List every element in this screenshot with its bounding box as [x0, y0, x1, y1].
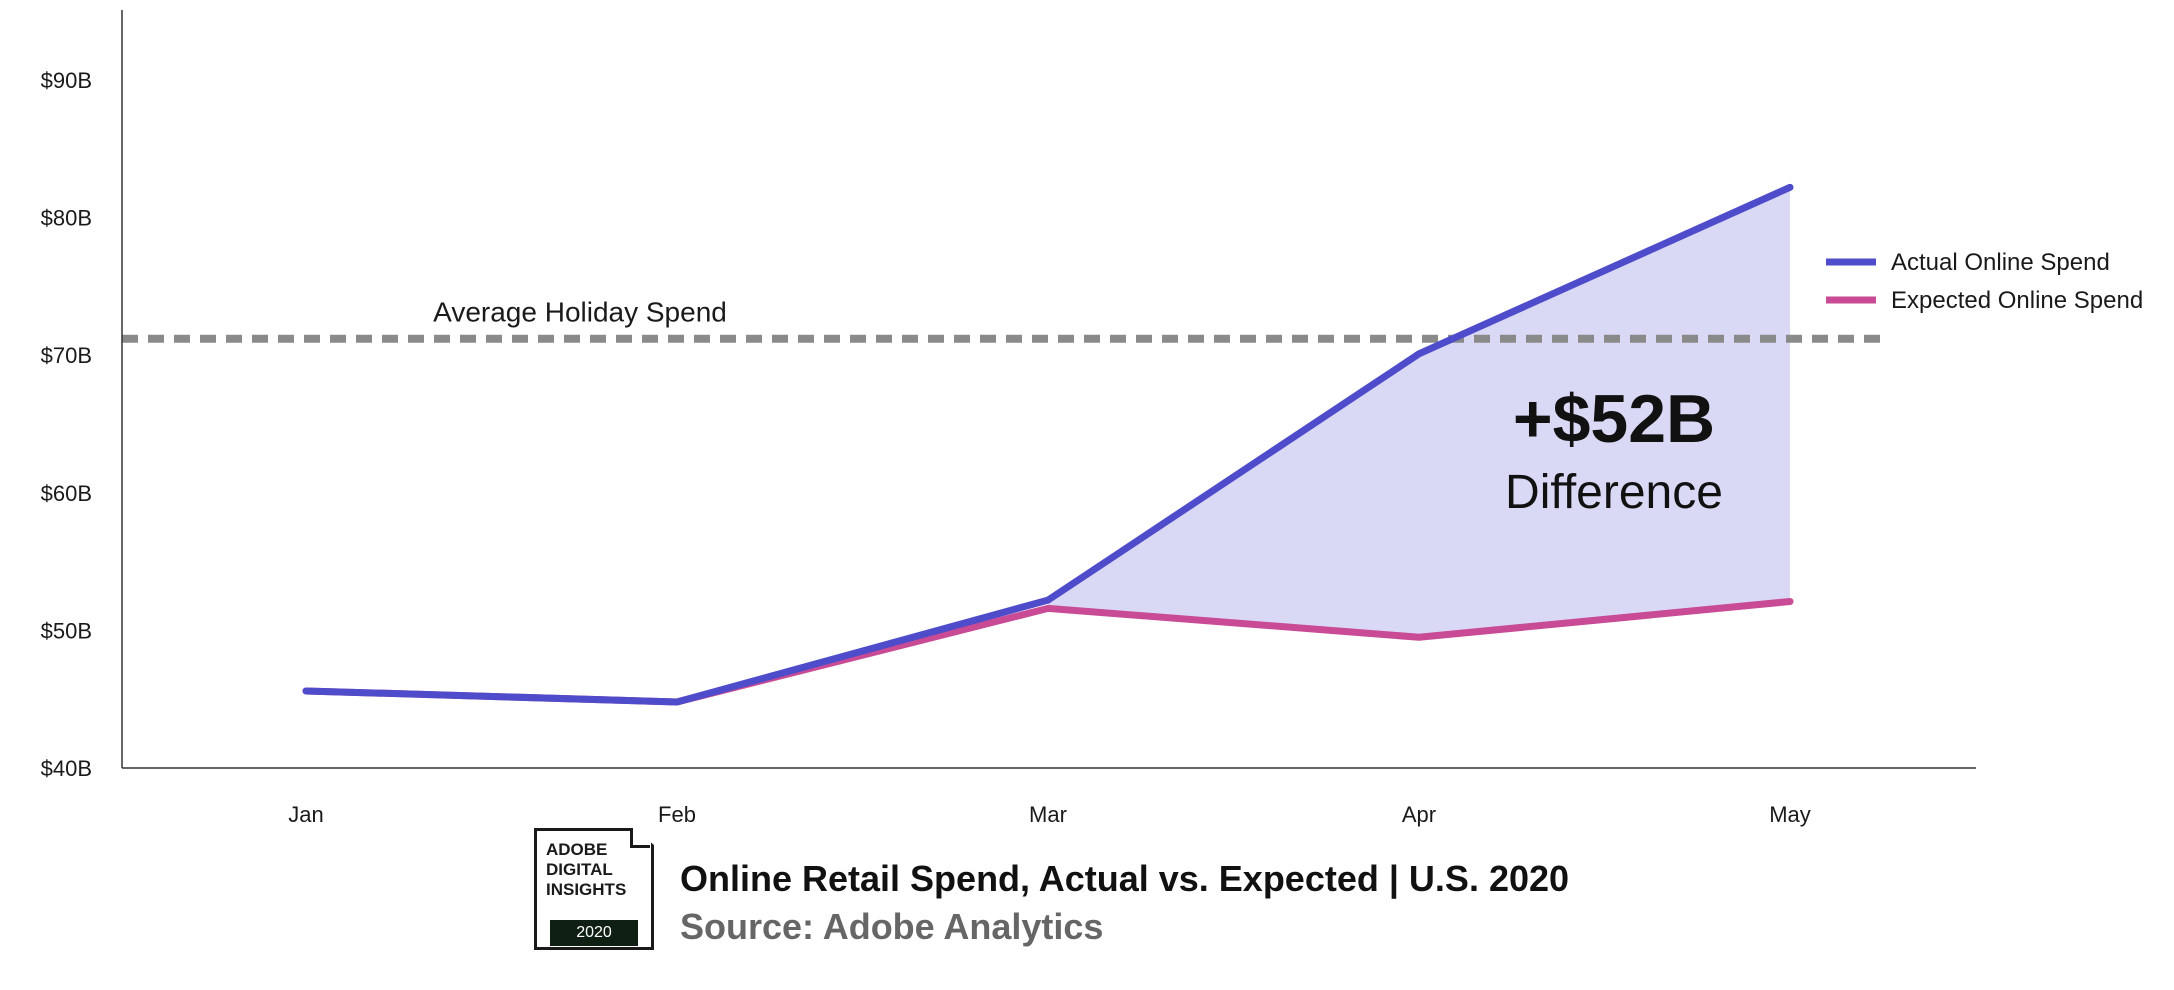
- chart-title: Online Retail Spend, Actual vs. Expected…: [680, 858, 1570, 899]
- adobe-digital-insights-badge: ADOBE DIGITAL INSIGHTS 2020: [534, 828, 654, 950]
- y-tick-label: $80B: [41, 206, 92, 231]
- x-tick-label: Jan: [288, 802, 323, 827]
- badge-label: ADOBE DIGITAL INSIGHTS: [546, 840, 627, 899]
- badge-year: 2020: [550, 920, 638, 946]
- x-tick-label: Mar: [1029, 802, 1067, 827]
- difference-area: [1048, 187, 1790, 638]
- difference-value: +$52B: [1513, 381, 1715, 457]
- y-tick-label: $50B: [41, 618, 92, 643]
- y-tick-label: $90B: [41, 68, 92, 93]
- y-tick-label: $60B: [41, 481, 92, 506]
- y-tick-label: $40B: [41, 756, 92, 781]
- x-tick-label: Feb: [658, 802, 696, 827]
- x-tick-label: May: [1769, 802, 1811, 827]
- series-line-actual: [302, 183, 1794, 706]
- reference-line-label: Average Holiday Spend: [433, 297, 727, 328]
- legend-label: Actual Online Spend: [1891, 249, 2110, 276]
- legend-label: Expected Online Spend: [1891, 287, 2143, 314]
- y-tick-label: $70B: [41, 343, 92, 368]
- chart-footer: ADOBE DIGITAL INSIGHTS 2020 Online Retai…: [534, 828, 1834, 958]
- difference-label: Difference: [1505, 466, 1723, 519]
- x-tick-label: Apr: [1402, 802, 1436, 827]
- chart-source: Source: Adobe Analytics: [680, 906, 1104, 947]
